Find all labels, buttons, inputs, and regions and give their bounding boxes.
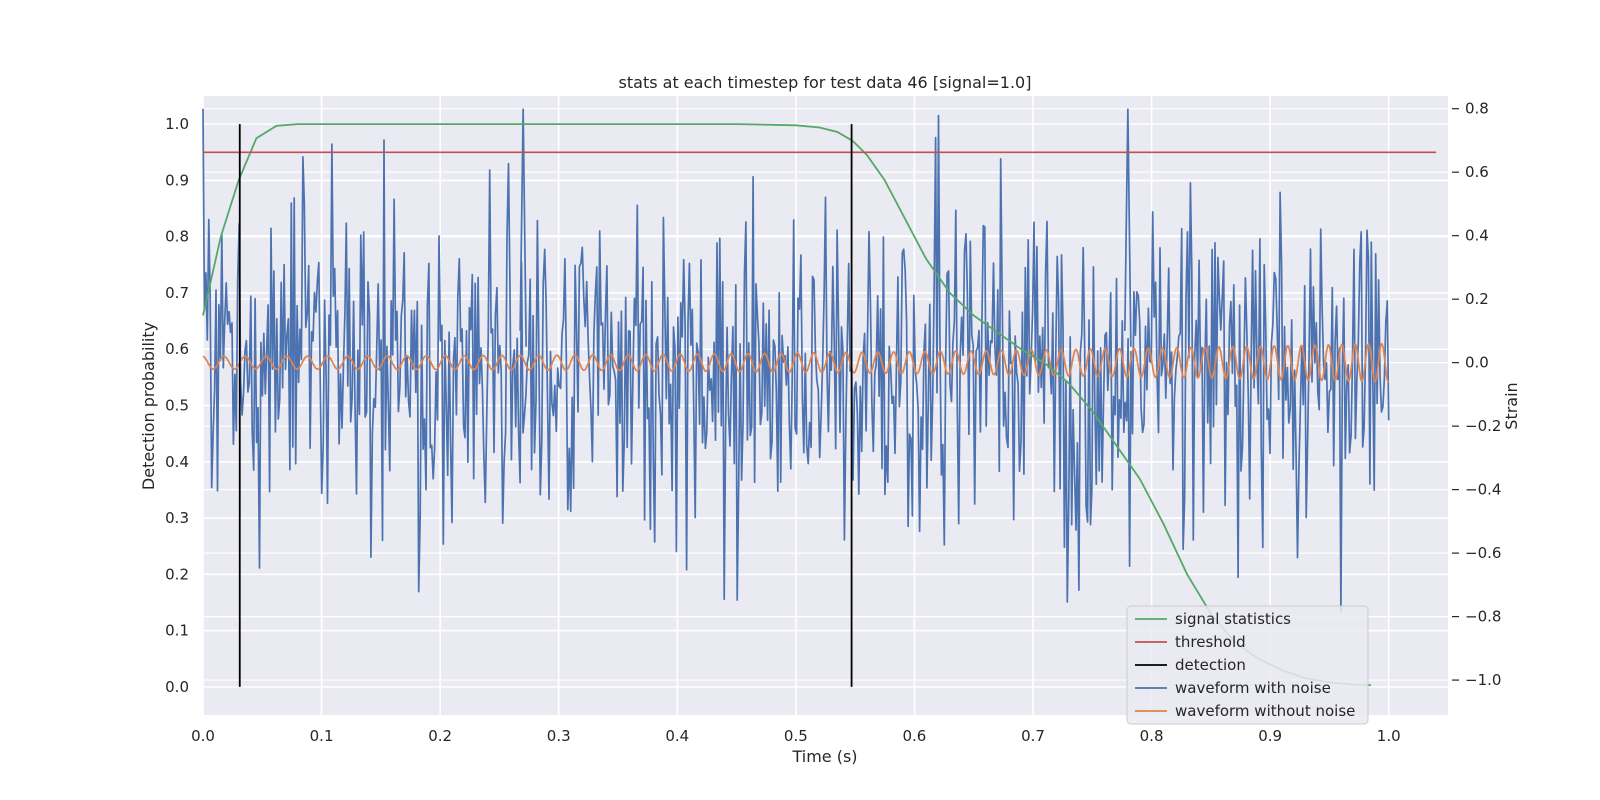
- x-tick-label: 0.9: [1258, 727, 1282, 745]
- legend-label: detection: [1175, 656, 1246, 674]
- y-tick-label-left: 1.0: [165, 115, 189, 133]
- y-tick-label-right: 0.0: [1465, 354, 1489, 372]
- y-tick-label-left: 0.3: [165, 509, 189, 527]
- x-tick-label: 1.0: [1377, 727, 1401, 745]
- y-tick-label-left: 0.5: [165, 397, 189, 415]
- ticks: 0.0 0.1 0.2 0.3 0.4 0.5 0.6 0.7 0.8 0.9 1.0 0.0 0.1 0…: [165, 100, 1501, 745]
- y-axis-label-right: Strain: [1502, 382, 1521, 429]
- y-tick-label-right: 0.6: [1465, 163, 1489, 181]
- x-tick-label: 0.0: [191, 727, 215, 745]
- x-tick-label: 0.5: [784, 727, 808, 745]
- x-axis-label: Time (s): [791, 747, 857, 766]
- y-tick-label-right: 0.8: [1465, 100, 1489, 118]
- waveform-without-noise-line: [202, 342, 1390, 383]
- legend-box: [1126, 605, 1369, 725]
- chart-title: stats at each timestep for test data 46 …: [619, 73, 1032, 92]
- y-tick-label-left: 0.9: [165, 171, 189, 189]
- y-tick-label-left: 0.6: [165, 340, 189, 358]
- waveform-with-noise-peak: [1124, 108, 1132, 347]
- x-tick-label: 0.6: [902, 727, 926, 745]
- y-tick-label-right: −0.4: [1465, 481, 1501, 499]
- x-tick-label: 0.1: [310, 727, 334, 745]
- y-tick-label-right: 0.4: [1465, 227, 1489, 245]
- legend: signal statistics threshold detection wavef…: [1126, 605, 1369, 725]
- y-tick-label-right: −0.6: [1465, 544, 1501, 562]
- y-tick-label-right: 0.2: [1465, 290, 1489, 308]
- x-tick-label: 0.3: [547, 727, 571, 745]
- y-tick-label-right: −1.0: [1465, 671, 1501, 689]
- x-tick-label: 0.2: [428, 727, 452, 745]
- y-tick-label-left: 0.8: [165, 228, 189, 246]
- y-tick-label-right: −0.8: [1465, 608, 1501, 626]
- legend-label: waveform with noise: [1175, 679, 1331, 697]
- y-tick-label-left: 0.7: [165, 284, 189, 302]
- x-tick-label: 0.8: [1140, 727, 1164, 745]
- legend-label: threshold: [1175, 633, 1246, 651]
- y-tick-label-left: 0.0: [165, 678, 189, 696]
- waveform-with-noise-peak: [519, 108, 527, 347]
- y-tick-label-right: −0.2: [1465, 417, 1501, 435]
- y-tick-label-left: 0.4: [165, 453, 189, 471]
- legend-label: signal statistics: [1175, 610, 1291, 628]
- y-tick-label-left: 0.2: [165, 565, 189, 583]
- x-tick-label: 0.4: [665, 727, 689, 745]
- legend-label: waveform without noise: [1175, 702, 1355, 720]
- y-axis-label-left: Detection probability: [139, 322, 158, 490]
- waveform-with-noise-line: [202, 108, 1390, 613]
- y-tick-label-left: 0.1: [165, 622, 189, 640]
- x-tick-label: 0.7: [1021, 727, 1045, 745]
